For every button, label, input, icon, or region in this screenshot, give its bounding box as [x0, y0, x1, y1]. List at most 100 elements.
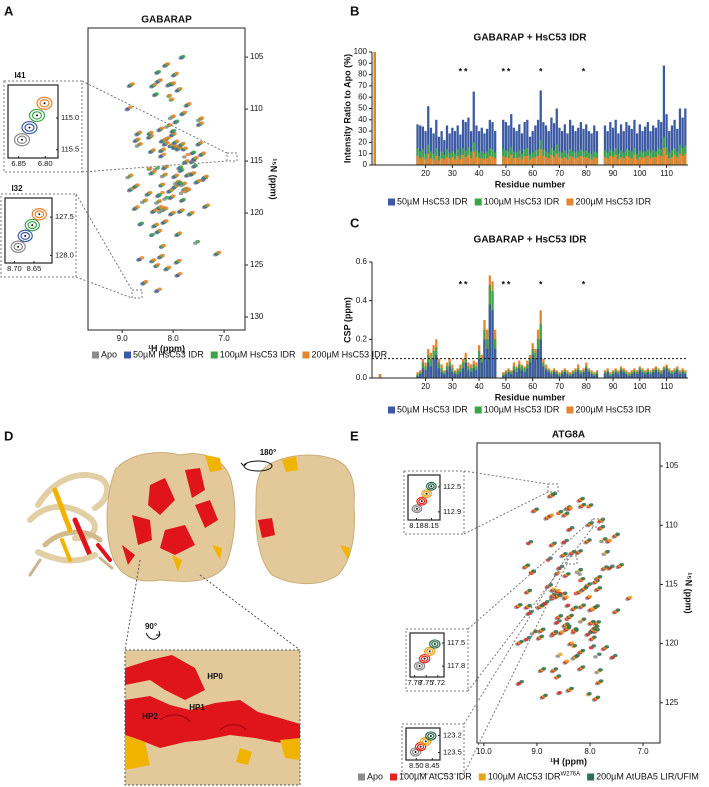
bar: [558, 376, 561, 378]
bar: [432, 159, 435, 165]
significance-mark: *: [507, 66, 511, 76]
peak-image: [193, 163, 198, 168]
bar: [587, 372, 591, 378]
legend-swatch: [474, 198, 482, 206]
bar: [619, 370, 623, 378]
bar: [528, 159, 532, 165]
bar: [555, 374, 558, 378]
peak-image: [143, 198, 149, 202]
bar: [419, 158, 422, 165]
peak-image: [564, 511, 570, 516]
y-tick-label: 100: [354, 47, 368, 56]
peak-image: [151, 258, 157, 262]
bar: [451, 127, 454, 165]
legend-swatch: [388, 198, 395, 206]
peak-image: [587, 582, 593, 586]
peak-image: [549, 513, 555, 517]
x-tick-label: 60: [528, 382, 537, 391]
bar: [684, 153, 687, 165]
bar: [504, 157, 508, 165]
peak-image: [139, 221, 145, 225]
y-tick-label: 0.6: [356, 257, 368, 266]
inset-contour: [13, 133, 31, 147]
y-tick-label: 120: [665, 639, 679, 648]
bar: [614, 119, 617, 165]
bar: [480, 127, 483, 165]
peak-image: [569, 526, 575, 530]
bar: [552, 372, 556, 378]
bar: [550, 374, 553, 378]
inset-contour: [36, 96, 53, 110]
peak-image: [550, 492, 556, 496]
peak-image: [597, 652, 602, 656]
x-tick-label: 30: [448, 382, 457, 391]
inset-contour: [420, 655, 429, 662]
bar: [574, 131, 577, 165]
rotation-label: 180°: [260, 448, 277, 457]
bar: [625, 122, 628, 165]
inset-contour: [421, 489, 432, 499]
bar: [571, 374, 574, 378]
bar: [456, 374, 459, 378]
peak-image: [163, 206, 169, 210]
x-tick-label: 60: [528, 169, 537, 178]
inset-contour: [24, 218, 40, 232]
bar: [502, 155, 505, 165]
bar: [633, 119, 636, 165]
bar: [668, 372, 671, 378]
peak-image: [581, 603, 587, 607]
inset-contour: [16, 135, 28, 144]
peak-image: [610, 564, 615, 568]
bar: [440, 158, 443, 165]
inset-y-tick-label: 123.5: [443, 748, 462, 757]
bar: [536, 349, 540, 378]
patch-label: HP2: [142, 712, 158, 721]
bar: [518, 368, 521, 378]
peak-image: [163, 219, 169, 223]
inset-peak-center: [414, 751, 417, 753]
target-box: [547, 483, 559, 493]
peak-image: [216, 250, 222, 255]
bar: [491, 157, 494, 165]
bar: [510, 374, 513, 378]
bar: [461, 119, 465, 165]
inset-peak-center: [428, 650, 431, 653]
bar: [515, 131, 518, 165]
legend-label: 100µM HsC53 IDR: [484, 404, 560, 414]
bar: [534, 358, 537, 378]
peak-image: [137, 130, 143, 135]
bar: [421, 157, 425, 165]
bar: [542, 122, 545, 165]
bar: [673, 154, 676, 165]
rotation-arrow: [145, 460, 273, 640]
inset-contour: [416, 743, 425, 750]
x-tick-label: 30: [448, 169, 457, 178]
panel-label: C: [350, 215, 360, 230]
peak-image: [128, 173, 134, 177]
bar: [472, 151, 475, 165]
inset-frame: [7, 84, 59, 159]
inset-label: I32: [11, 184, 23, 193]
inset-contour: [413, 661, 426, 671]
bar: [595, 374, 599, 378]
bar: [590, 374, 593, 378]
bar: [477, 358, 481, 378]
bar: [459, 372, 462, 378]
bar: [617, 159, 620, 165]
bar: [421, 368, 425, 378]
bar: [445, 157, 449, 165]
inset-contour: [24, 123, 35, 132]
connector: [463, 555, 568, 725]
zoom-view: [124, 559, 301, 786]
peak-image: [157, 199, 163, 203]
inset-outline: [403, 470, 465, 535]
peak-image: [182, 181, 188, 185]
panel-label: D: [4, 428, 13, 443]
bar: [427, 106, 430, 165]
x-axis-label: Residue number: [495, 179, 566, 189]
inset-contour: [427, 732, 435, 740]
bar: [555, 108, 558, 165]
inset-peak-center: [425, 492, 428, 495]
peak-image: [154, 92, 159, 96]
bar: [494, 131, 497, 165]
